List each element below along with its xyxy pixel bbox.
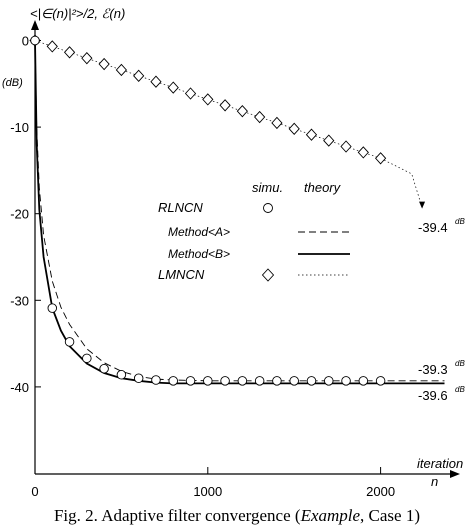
rlncn-point xyxy=(116,370,127,380)
lmncn-point xyxy=(46,40,58,53)
rlncn-point xyxy=(133,373,144,383)
series-method-a-line xyxy=(34,40,445,382)
caption-tail: , Case 1) xyxy=(360,506,421,525)
annotation-method-b-value: -39.6 xyxy=(418,388,448,403)
lmncn-point xyxy=(133,69,145,83)
rlncn-point xyxy=(47,303,58,313)
lmncn-point xyxy=(254,110,266,124)
rlncn-point xyxy=(289,376,299,386)
lmncn-point xyxy=(219,99,231,112)
legend-label-method-b: Method<B> xyxy=(168,247,230,261)
caption-text: Fig. 2. Adaptive filter convergence ( xyxy=(53,506,301,525)
annotation-lmncn-value: -39.4 xyxy=(418,220,448,235)
y-tick-label: -30 xyxy=(10,293,29,308)
y-tick-label: -20 xyxy=(10,207,29,222)
y-axis-label: <|∈(n)|²>/2, ℰ(n) xyxy=(30,6,125,21)
rlncn-point xyxy=(341,376,351,386)
y-tick-label: 0 xyxy=(22,34,29,49)
lmncn-point xyxy=(374,152,387,165)
annotation-rlncn: -39.3 dB xyxy=(418,359,465,377)
lmncn-point xyxy=(271,116,283,130)
x-tick-label: 2000 xyxy=(366,484,395,499)
rlncn-point xyxy=(254,376,265,386)
legend-header-theory: theory xyxy=(304,180,342,195)
legend: simu. theory RLNCN Method<A> Method<B> L… xyxy=(158,180,350,282)
rlncn-point xyxy=(151,375,161,385)
tick-labels: 0 -10 -20 -30 -40 0 1000 2000 xyxy=(10,34,395,500)
legend-label-rlncn: RLNCN xyxy=(158,200,203,215)
lmncn-point xyxy=(81,51,93,65)
series-lmncn-line xyxy=(34,40,381,159)
lmncn-point xyxy=(323,134,335,147)
series-lmncn-tail xyxy=(380,157,423,208)
lmncn-point xyxy=(184,87,197,100)
legend-header-sim: simu. xyxy=(252,180,283,195)
rlncn-point xyxy=(237,376,248,386)
y-tick-label: -40 xyxy=(10,380,29,395)
lmncn-point xyxy=(63,46,76,59)
y-axis-unit: (dB) xyxy=(2,77,23,89)
lmncn-point xyxy=(357,146,369,159)
legend-marker-circle xyxy=(263,203,273,213)
annotation-lmncn-unit: dB xyxy=(455,217,465,226)
rlncn-point xyxy=(203,376,213,386)
caption-italic: Example xyxy=(300,506,361,525)
lmncn-point xyxy=(150,75,162,88)
rlncn-point xyxy=(30,35,40,46)
lmncn-point xyxy=(340,140,352,153)
lmncn-point xyxy=(305,128,318,141)
rlncn-point xyxy=(375,376,386,386)
legend-marker-diamond xyxy=(261,268,275,282)
rlncn-point xyxy=(185,376,196,386)
annotation-lmncn: -39.4 dB xyxy=(418,217,465,235)
rlncn-point xyxy=(324,376,334,386)
figure-caption: Fig. 2. Adaptive filter convergence (Exa… xyxy=(0,506,474,526)
series-method-b-line xyxy=(34,40,445,385)
axes xyxy=(31,20,460,478)
rlncn-point xyxy=(306,376,317,386)
legend-label-lmncn: LMNCN xyxy=(158,267,205,282)
annotation-method-b: -39.6 dB xyxy=(418,385,465,403)
lmncn-point xyxy=(236,104,248,118)
annotation-rlncn-value: -39.3 xyxy=(418,362,448,377)
lmncn-point xyxy=(98,57,110,71)
lmncn-point xyxy=(115,63,128,77)
series-layer xyxy=(29,34,445,386)
annotation-rlncn-unit: dB xyxy=(455,359,465,368)
rlncn-point xyxy=(82,353,92,364)
x-axis-label: iteration xyxy=(417,456,463,471)
lmncn-arrowhead xyxy=(419,201,426,209)
lmncn-point xyxy=(288,122,300,136)
annotation-method-b-unit: dB xyxy=(455,385,465,394)
x-axis-label-n: n xyxy=(431,474,438,489)
rlncn-point xyxy=(358,376,369,386)
lmncn-point xyxy=(202,93,214,106)
x-tick-label: 0 xyxy=(31,484,38,499)
lmncn-point xyxy=(167,81,179,94)
rlncn-point xyxy=(99,363,109,374)
rlncn-point xyxy=(272,376,282,386)
y-tick-label: -10 xyxy=(10,120,29,135)
x-tick-label: 1000 xyxy=(193,484,222,499)
rlncn-point xyxy=(64,337,75,347)
legend-label-method-a: Method<A> xyxy=(168,225,230,239)
rlncn-point xyxy=(220,376,230,386)
rlncn-point xyxy=(168,376,178,386)
